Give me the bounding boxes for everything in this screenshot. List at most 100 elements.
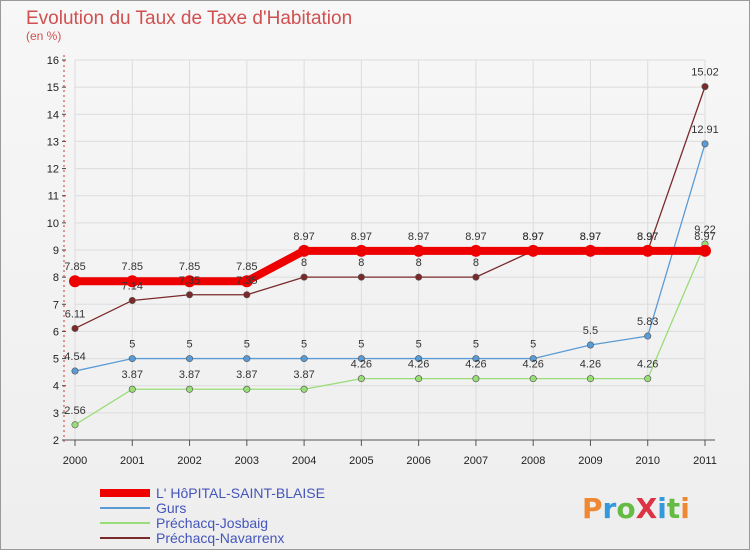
data-label: 8.97 xyxy=(637,231,658,243)
data-point xyxy=(641,244,654,257)
data-label: 4.26 xyxy=(522,359,543,371)
data-point xyxy=(243,291,251,299)
x-tick-label: 2004 xyxy=(292,455,316,467)
data-point xyxy=(699,244,711,257)
data-point xyxy=(357,273,365,281)
data-point xyxy=(472,273,480,281)
proxiti-logo: ProXiti xyxy=(582,492,690,525)
y-tick-label: 6 xyxy=(53,326,59,338)
data-point xyxy=(183,275,196,288)
data-point xyxy=(644,332,652,340)
series-line xyxy=(74,143,706,372)
legend-label: L' HôPITAL-SAINT-BLAISE xyxy=(156,485,325,501)
data-label: 7.14 xyxy=(122,280,143,292)
y-tick-label: 10 xyxy=(47,218,59,230)
data-label: 12.91 xyxy=(691,124,719,136)
data-point xyxy=(128,355,136,363)
data-label: 2.56 xyxy=(64,405,85,417)
y-tick-label: 16 xyxy=(47,55,59,67)
data-label: 8 xyxy=(416,257,422,269)
data-point xyxy=(243,355,251,363)
data-point xyxy=(529,355,537,363)
data-point xyxy=(527,244,540,257)
data-point xyxy=(300,385,308,393)
data-label: 4.26 xyxy=(465,359,486,371)
data-point xyxy=(357,355,365,363)
logo-letter: t xyxy=(667,492,680,525)
data-label: 8.97 xyxy=(522,231,543,243)
data-point xyxy=(355,244,368,257)
data-label: 4.26 xyxy=(408,359,429,371)
data-point xyxy=(644,375,652,383)
x-tick-label: 2001 xyxy=(120,455,144,467)
chart-title: Evolution du Taux de Taxe d'Habitation xyxy=(26,8,352,29)
data-label: 8.97 xyxy=(580,231,601,243)
data-label: 5.5 xyxy=(583,325,598,337)
data-label: 8.97 xyxy=(580,231,601,243)
x-tick-label: 2002 xyxy=(177,455,201,467)
data-label: 3.87 xyxy=(179,369,200,381)
data-point xyxy=(71,324,79,332)
data-point xyxy=(186,291,194,299)
data-point xyxy=(412,244,425,257)
logo-letter: o xyxy=(616,492,635,525)
data-label: 8 xyxy=(301,257,307,269)
logo-letter: r xyxy=(603,492,617,525)
legend: L' HôPITAL-SAINT-BLAISEGursPréchacq-Josb… xyxy=(100,485,325,546)
chart-subtitle: (en %) xyxy=(26,29,61,43)
data-point xyxy=(300,355,308,363)
data-point xyxy=(586,341,594,349)
data-point xyxy=(415,375,423,383)
data-point xyxy=(186,355,194,363)
data-point xyxy=(529,375,537,383)
data-label: 8 xyxy=(473,257,479,269)
data-point xyxy=(243,385,251,393)
y-tick-label: 2 xyxy=(53,435,59,447)
y-tick-label: 11 xyxy=(48,191,59,203)
data-label: 8.97 xyxy=(522,231,543,243)
data-label: 8.97 xyxy=(351,231,372,243)
data-label: 3.87 xyxy=(122,369,143,381)
x-tick-label: 2011 xyxy=(693,455,717,467)
data-point xyxy=(186,385,194,393)
data-label: 5 xyxy=(244,339,250,351)
series-line xyxy=(74,243,706,426)
y-tick-label: 7 xyxy=(53,299,59,311)
data-label: 8.97 xyxy=(694,231,715,243)
data-label: 8.97 xyxy=(465,231,486,243)
data-point xyxy=(128,385,136,393)
data-label: 8.97 xyxy=(637,231,658,243)
data-label: 7.35 xyxy=(236,275,257,287)
data-point xyxy=(128,296,136,304)
series-line xyxy=(75,246,705,286)
logo-letter: P xyxy=(582,492,603,525)
y-tick-label: 14 xyxy=(47,109,59,121)
data-label: 9.22 xyxy=(694,224,715,236)
data-label: 3.87 xyxy=(236,369,257,381)
data-point xyxy=(357,375,365,383)
data-point xyxy=(586,375,594,383)
logo-letter: X xyxy=(636,492,658,525)
data-label: 4.26 xyxy=(351,359,372,371)
data-point xyxy=(472,375,480,383)
data-point xyxy=(69,275,81,288)
series-1 xyxy=(71,140,709,375)
data-point xyxy=(298,244,311,257)
x-tick-label: 2010 xyxy=(635,455,659,467)
data-label: 7.85 xyxy=(179,261,200,273)
y-tick-label: 4 xyxy=(53,381,59,393)
data-point xyxy=(71,421,79,429)
data-point xyxy=(701,83,709,91)
x-tick-label: 2009 xyxy=(578,455,602,467)
data-point xyxy=(126,275,139,288)
data-label: 5 xyxy=(186,339,192,351)
data-label: 4.26 xyxy=(637,359,658,371)
y-tick-label: 5 xyxy=(53,354,59,366)
series-0 xyxy=(69,244,711,288)
axes: 2 3 4 5 6 7 8 9 10 11 12 13 14 15 16 2000 2001 2002 2003 20… xyxy=(47,55,717,467)
data-label: 5.83 xyxy=(637,316,658,328)
y-tick-label: 15 xyxy=(47,82,59,94)
data-point xyxy=(415,355,423,363)
series-layer: 7.85 7.85 7.85 7.85 8.97 8.97 8.97 8.97 8.97 8.97… xyxy=(64,67,719,429)
